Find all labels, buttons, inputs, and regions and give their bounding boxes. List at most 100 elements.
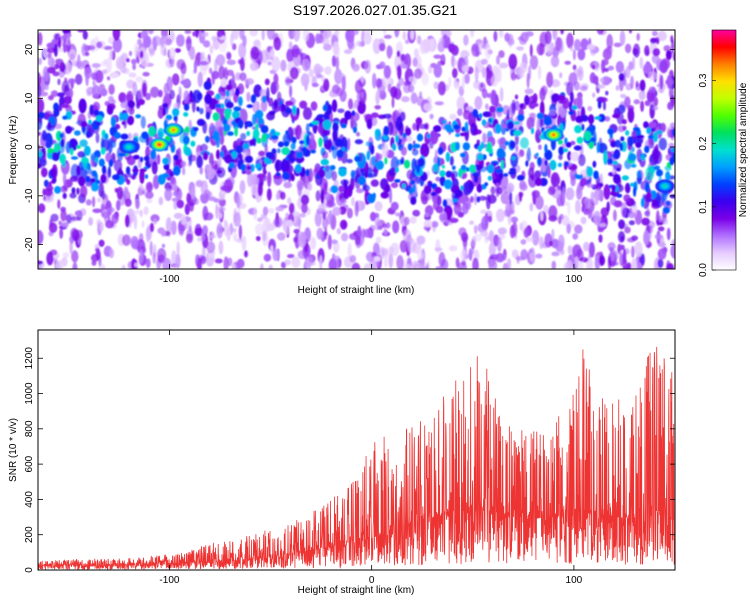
spectrogram-cell: [462, 142, 471, 151]
spectrogram-cell: [183, 103, 190, 111]
spectrogram-cell: [406, 135, 413, 143]
spectrogram-cell: [226, 131, 234, 136]
spectrogram-cell: [322, 119, 332, 130]
spectrogram-cell: [145, 92, 151, 101]
spectrogram-y-tick-label: 0: [24, 144, 35, 150]
spectrogram-cell: [604, 152, 608, 162]
spectrogram-cell: [665, 171, 671, 181]
spectrogram-cell: [574, 125, 582, 134]
spectrogram-cell: [547, 186, 556, 196]
spectrogram-cell: [417, 157, 425, 167]
spectrogram-cell: [429, 130, 439, 145]
spectrogram-cell: [514, 94, 519, 100]
spectrogram-cell: [576, 136, 584, 144]
spectrogram-cell: [175, 253, 181, 269]
spectrogram-cell: [111, 213, 119, 224]
spectrogram-cell: [620, 93, 627, 99]
spectrogram-cell: [283, 141, 290, 147]
spectrogram-cell: [410, 180, 416, 185]
spectrogram-cell: [85, 199, 92, 206]
spectrogram-cell: [211, 231, 215, 238]
spectrogram-cell: [430, 191, 437, 197]
spectrogram-cell: [619, 244, 625, 250]
spectrogram-cell: [272, 248, 279, 261]
spectrogram-y-tick-label: -10: [24, 188, 35, 203]
spectrogram-cell: [38, 163, 42, 169]
spectrogram-cell: [526, 72, 530, 89]
spectrogram-cell: [534, 170, 542, 179]
spectrogram-cell: [246, 130, 251, 137]
spectrogram-cell: [623, 194, 631, 203]
spectrogram-cell: [576, 94, 583, 110]
spectrogram-cell: [112, 30, 121, 41]
spectrogram-cell: [615, 61, 625, 73]
colorbar-tick-label: 0.2: [698, 136, 709, 150]
spectrogram-cell: [422, 38, 430, 52]
spectrogram-cell: [57, 144, 61, 151]
spectrogram-cell: [416, 133, 424, 142]
spectrogram-cell: [606, 201, 610, 212]
spectrogram-cell: [488, 258, 498, 269]
spectrogram-cell: [220, 103, 225, 109]
spectrogram-cell: [518, 68, 525, 79]
spectrogram-cell: [557, 185, 561, 191]
snr-x-tick-label: 0: [369, 575, 375, 586]
spectrogram-cell: [628, 220, 636, 226]
spectrogram-cell: [46, 251, 54, 266]
spectrogram-cell: [48, 181, 52, 188]
spectrogram-cell: [622, 248, 627, 265]
spectrogram-cell: [380, 246, 385, 260]
spectrogram-cell: [228, 162, 235, 169]
spectrogram-y-tick-label: -20: [24, 237, 35, 252]
spectrogram-cell: [39, 91, 49, 97]
spectrogram-cell: [41, 146, 46, 159]
spectrogram-cell: [576, 185, 583, 200]
spectrogram-cell: [184, 126, 190, 133]
spectrogram-cell: [205, 135, 210, 143]
spectrogram-cell: [336, 227, 341, 235]
spectrogram-cell: [354, 79, 363, 94]
spectrogram-cell: [530, 127, 535, 135]
spectrogram-cell: [550, 55, 560, 68]
colorbar-tick-label: 0.3: [698, 73, 709, 87]
spectrogram-cell: [511, 99, 516, 115]
spectrogram-cell: [264, 78, 270, 86]
spectrogram-cell: [150, 86, 160, 98]
snr-frame: [37, 329, 676, 571]
spectrogram-cell: [137, 38, 142, 46]
spectrogram-cell: [550, 238, 560, 249]
spectrogram-cell: [230, 33, 234, 47]
spectrogram-cell: [650, 190, 657, 199]
spectrogram-cell: [499, 62, 509, 69]
spectrogram-cell: [372, 72, 377, 89]
spectrogram-cell: [416, 35, 422, 45]
spectrogram-cell: [587, 114, 595, 125]
spectrogram-cell: [659, 74, 664, 90]
spectrogram-cell: [262, 206, 269, 216]
spectrogram-cell: [184, 203, 190, 216]
spectrogram-cell: [85, 167, 93, 175]
spectrogram-cell: [633, 99, 641, 105]
spectrogram-cell: [481, 119, 487, 126]
spectrogram-cell: [200, 51, 205, 62]
spectrogram-cell: [204, 93, 212, 105]
spectrogram-cell: [54, 186, 62, 194]
spectrogram-cell: [559, 248, 565, 255]
spectrogram-cell: [94, 151, 101, 156]
spectrogram-cell: [323, 182, 328, 195]
spectrogram-cell: [619, 30, 626, 46]
spectrogram-cell: [379, 42, 386, 52]
spectrogram-cell: [494, 123, 502, 134]
spectrogram-cell: [328, 258, 337, 269]
spectrogram-cell: [238, 224, 243, 241]
spectrogram-cell: [180, 160, 187, 168]
spectrogram-cell: [590, 191, 594, 203]
spectrogram-cell: [162, 257, 172, 269]
spectrogram-cell: [205, 111, 211, 120]
spectrogram-cell: [157, 174, 166, 185]
snr-x-tick-label: -100: [159, 575, 179, 586]
spectrogram-cell: [603, 100, 606, 111]
spectrogram-cell: [153, 218, 157, 225]
spectrogram-cell: [38, 150, 42, 158]
spectrogram-cell: [226, 227, 231, 242]
